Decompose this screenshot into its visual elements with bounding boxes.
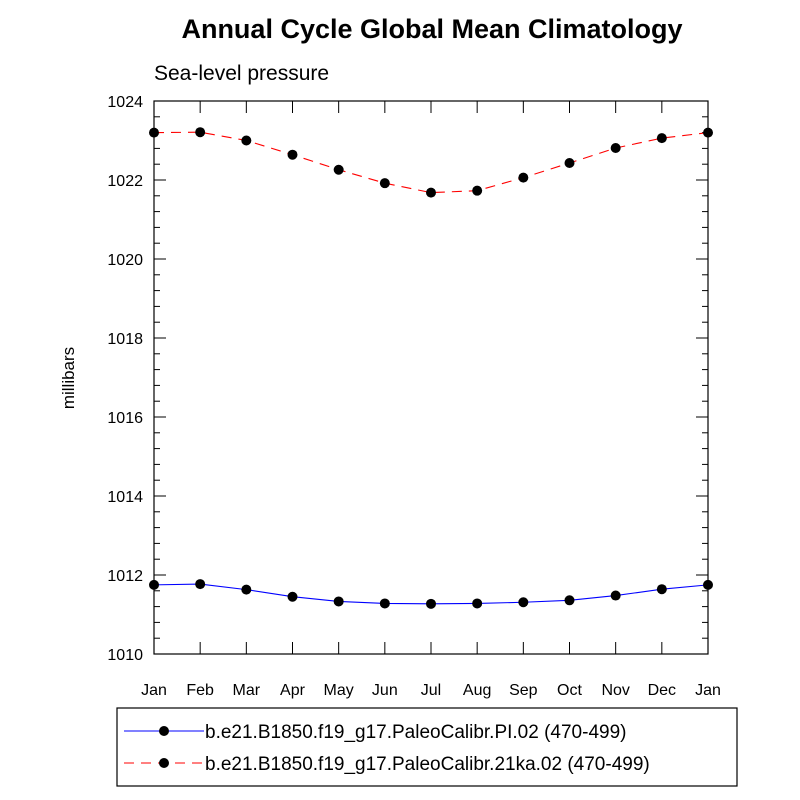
- data-point-series-1: [656, 133, 667, 144]
- data-point-series-1: [195, 127, 206, 138]
- y-tick-label: 1012: [107, 568, 143, 585]
- x-tick-label: May: [324, 682, 354, 699]
- data-point-series-1: [333, 164, 344, 175]
- legend: b.e21.B1850.f19_g17.PaleoCalibr.PI.02 (4…: [116, 707, 738, 787]
- y-tick-label: 1010: [107, 647, 143, 664]
- x-tick-label: Feb: [186, 682, 214, 699]
- x-tick-label: Apr: [280, 682, 306, 699]
- data-point-series-0: [426, 598, 436, 609]
- data-point-series-0: [287, 591, 298, 602]
- x-axis-ticks: Jan Feb Mar Apr May Jun Jul Aug Sep Oct Nov Dec Jan: [141, 101, 721, 699]
- legend-label-21ka: b.e21.B1850.f19_g17.PaleoCalibr.21ka.02 …: [205, 754, 650, 775]
- data-point-series-0: [333, 596, 344, 607]
- y-axis-label: millibars: [59, 347, 78, 409]
- data-point-series-0: [379, 598, 390, 609]
- data-point-series-1: [241, 135, 252, 146]
- x-tick-label: Nov: [601, 682, 629, 699]
- data-point-series-1: [426, 187, 436, 198]
- x-tick-label: Jan: [141, 682, 167, 699]
- series-line-1: [153, 131, 709, 194]
- data-point-series-0: [564, 595, 575, 606]
- y-tick-label: 1020: [107, 252, 143, 269]
- x-tick-label: Dec: [648, 682, 676, 699]
- x-tick-label: Jun: [372, 682, 398, 699]
- data-point-series-1: [287, 149, 298, 160]
- y-tick-label: 1014: [107, 489, 143, 506]
- data-point-series-1: [472, 185, 483, 196]
- x-tick-label: Sep: [509, 682, 538, 699]
- data-point-series-1: [379, 178, 390, 189]
- y-tick-label: 1018: [107, 331, 143, 348]
- legend-box: [116, 707, 738, 787]
- legend-swatch-marker-21ka: [159, 758, 169, 768]
- legend-label-pi: b.e21.B1850.f19_g17.PaleoCalibr.PI.02 (4…: [205, 722, 626, 743]
- legend-swatch-marker-pi: [159, 726, 169, 736]
- data-point-series-1: [518, 172, 529, 183]
- data-point-series-0: [518, 597, 529, 608]
- plot-frame: [153, 100, 709, 655]
- x-tick-label: Aug: [463, 682, 491, 699]
- x-tick-label: Jan: [695, 682, 721, 699]
- data-point-series-0: [656, 584, 667, 595]
- data-point-series-0: [195, 579, 206, 590]
- chart-title: Annual Cycle Global Mean Climatology: [181, 14, 682, 44]
- y-tick-label: 1024: [107, 94, 143, 111]
- data-point-series-0: [472, 598, 483, 609]
- data-point-series-0: [610, 590, 621, 601]
- series-layer: [149, 127, 713, 609]
- data-point-series-1: [564, 158, 575, 169]
- data-point-series-1: [610, 143, 621, 154]
- x-tick-label: Mar: [233, 682, 261, 699]
- chart-subtitle: Sea-level pressure: [154, 62, 329, 85]
- y-tick-label: 1022: [107, 173, 143, 190]
- y-tick-label: 1016: [107, 410, 143, 427]
- x-tick-label: Jul: [421, 682, 441, 699]
- data-point-series-0: [241, 584, 252, 595]
- y-axis-ticks: 1010 1012 1014 1016 1018 1020 1022 1024: [107, 94, 708, 664]
- x-tick-label: Oct: [557, 682, 582, 699]
